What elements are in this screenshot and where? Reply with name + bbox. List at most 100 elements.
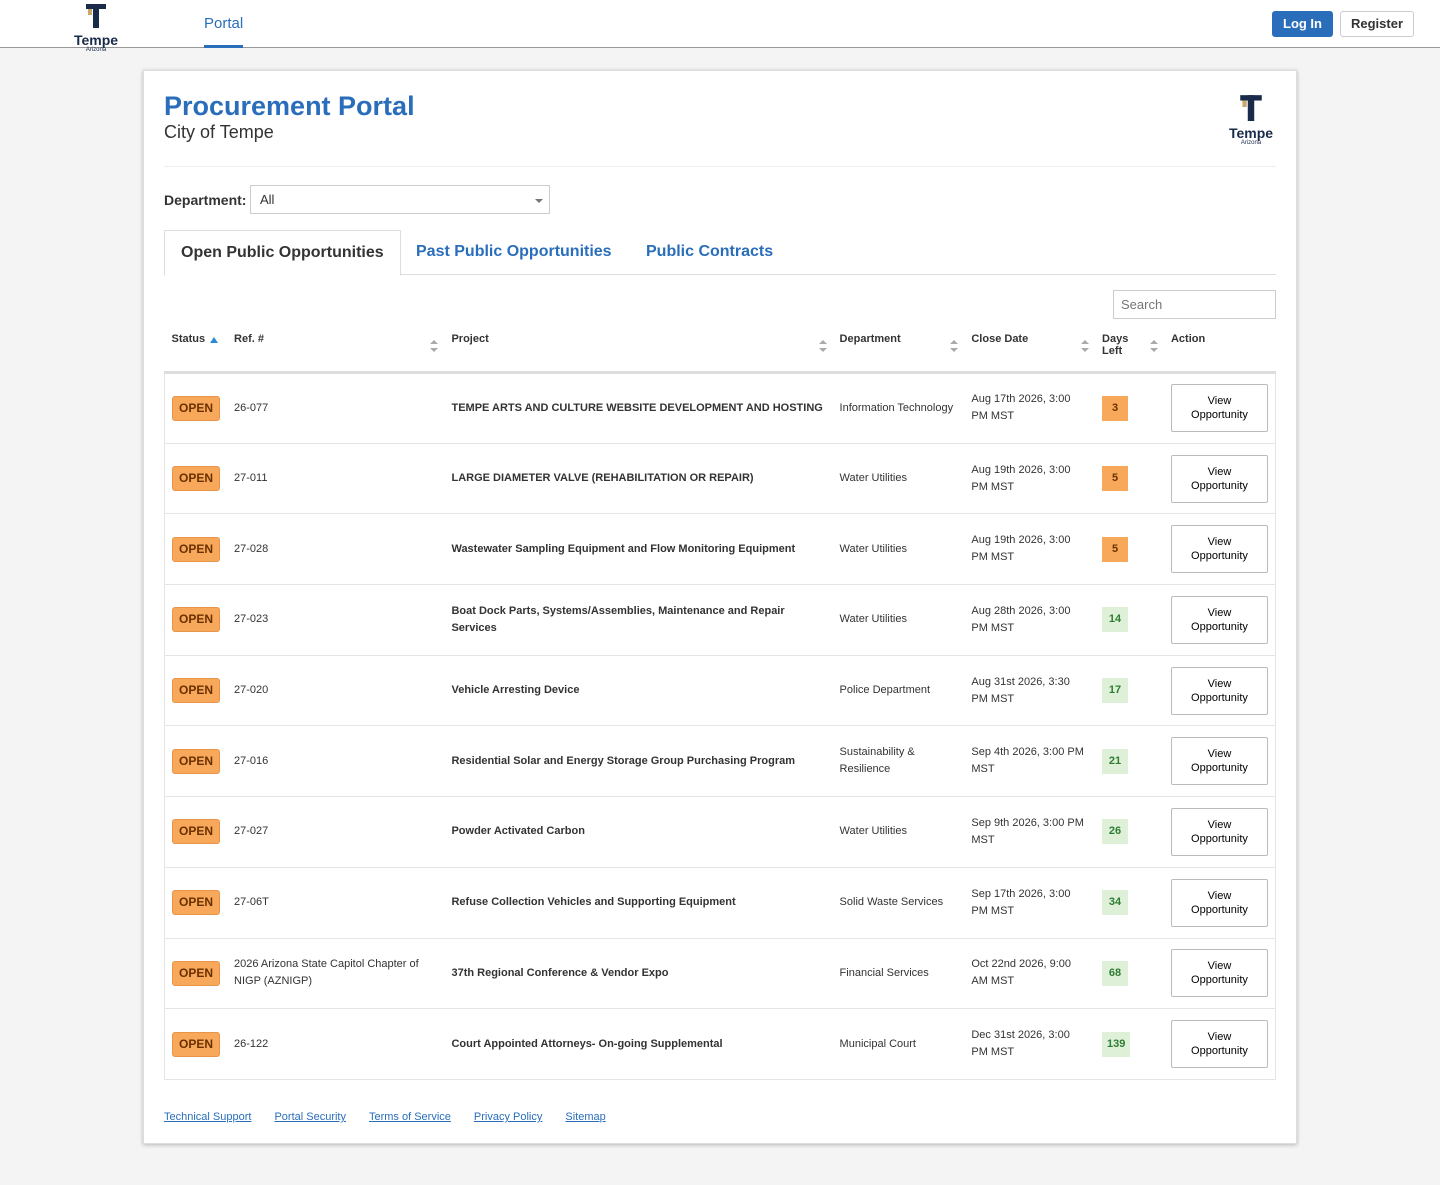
- cell: OPEN: [164, 938, 228, 1010]
- logo-sub: Arizona: [1240, 140, 1262, 146]
- status-badge: OPEN: [172, 819, 221, 845]
- cell: 27-06T: [227, 867, 445, 939]
- cell-text: Sep 17th 2026, 3:00 PM MST: [971, 887, 1071, 917]
- column-header[interactable]: Department: [832, 326, 965, 374]
- column-header[interactable]: Close Date: [964, 326, 1096, 374]
- cell: View Opportunity: [1163, 725, 1276, 798]
- cell: View Opportunity: [1163, 584, 1276, 656]
- project-name: Residential Solar and Energy Storage Gro…: [451, 754, 795, 767]
- table-row: OPEN 27-011 LARGE DIAMETER VALVE (REHABILI…: [164, 443, 1276, 515]
- cell: Oct 22nd 2026, 9:00 AM MST: [964, 938, 1096, 1010]
- column-header[interactable]: Project: [444, 326, 833, 374]
- cell: 68: [1095, 938, 1164, 1010]
- view-opportunity-button[interactable]: View Opportunity: [1170, 525, 1268, 574]
- cell: Court Appointed Attorneys- On-going Supp…: [444, 1008, 833, 1080]
- login-button[interactable]: Log In: [1272, 11, 1333, 37]
- status-badge: OPEN: [172, 536, 221, 562]
- table-body: OPEN 26-077 TEMPE ARTS AND CULTURE WEBSITE…: [164, 372, 1276, 1080]
- view-opportunity-button[interactable]: View Opportunity: [1170, 807, 1268, 856]
- column-header[interactable]: Ref. #: [227, 326, 445, 374]
- cell: Wastewater Sampling Equipment and Flow M…: [444, 513, 833, 586]
- cell: View Opportunity: [1163, 372, 1276, 444]
- cell: OPEN: [164, 867, 228, 939]
- cell: OPEN: [164, 796, 228, 868]
- column-header[interactable]: Days Left: [1095, 326, 1164, 374]
- column-label: Close Date: [971, 333, 1029, 345]
- cell: OPEN: [164, 655, 228, 727]
- nav-logo[interactable]: Tempe Arizona: [70, 2, 122, 53]
- cell: 5: [1095, 443, 1164, 515]
- cell: Sep 9th 2026, 3:00 PM MST: [964, 796, 1096, 868]
- cell: Aug 19th 2026, 3:00 PM MST: [964, 443, 1096, 515]
- tab[interactable]: Public Contracts: [646, 243, 774, 260]
- cell: Water Utilities: [832, 796, 965, 868]
- tab[interactable]: Open Public Opportunities: [164, 230, 401, 276]
- table-row: OPEN 27-020 Vehicle Arresting Device Police…: [164, 655, 1276, 727]
- sort-asc-icon: [210, 337, 219, 343]
- view-opportunity-button[interactable]: View Opportunity: [1170, 1020, 1268, 1069]
- cell: Water Utilities: [832, 513, 965, 586]
- search-input[interactable]: [1113, 290, 1276, 319]
- cell: Dec 31st 2026, 3:00 PM MST: [964, 1008, 1096, 1080]
- cell: 26-122: [227, 1008, 445, 1080]
- footer-link[interactable]: Technical Support: [164, 1111, 252, 1123]
- cell: View Opportunity: [1163, 443, 1276, 515]
- cell: 14: [1095, 584, 1164, 656]
- view-opportunity-button[interactable]: View Opportunity: [1170, 454, 1268, 503]
- cell: OPEN: [164, 584, 228, 656]
- days-left-badge: 3: [1102, 395, 1129, 421]
- column-header[interactable]: Status: [164, 326, 228, 374]
- sort-icon: [1149, 340, 1158, 354]
- cell: LARGE DIAMETER VALVE (REHABILITATION OR …: [444, 443, 833, 515]
- nav-tab[interactable]: Portal: [204, 15, 244, 48]
- logo-name: Tempe: [1228, 125, 1274, 141]
- footer-link[interactable]: Privacy Policy: [473, 1111, 543, 1123]
- department-select[interactable]: All: [250, 185, 550, 214]
- cell: View Opportunity: [1163, 513, 1276, 586]
- table-row: OPEN 26-077 TEMPE ARTS AND CULTURE WEBSITE…: [164, 372, 1276, 444]
- cell-text: Information Technology: [839, 401, 954, 414]
- view-opportunity-button[interactable]: View Opportunity: [1170, 949, 1268, 998]
- column-header: Action: [1163, 326, 1276, 374]
- view-opportunity-button[interactable]: View Opportunity: [1170, 666, 1268, 715]
- cell: 27-027: [227, 796, 445, 868]
- status-badge: OPEN: [172, 607, 221, 633]
- cell: 5: [1095, 513, 1164, 586]
- project-name: Boat Dock Parts, Systems/Assemblies, Mai…: [451, 604, 785, 634]
- cell: View Opportunity: [1163, 867, 1276, 939]
- cell: Water Utilities: [832, 584, 965, 656]
- cell: 27-016: [227, 725, 445, 798]
- cell: OPEN: [164, 513, 228, 586]
- column-label: Project: [451, 333, 489, 345]
- table-row: OPEN 27-023 Boat Dock Parts, Systems/Assem…: [164, 584, 1276, 656]
- project-name: TEMPE ARTS AND CULTURE WEBSITE DEVELOPME…: [451, 401, 823, 414]
- tab[interactable]: Past Public Opportunities: [416, 243, 612, 260]
- filter-label: Department:: [164, 192, 247, 208]
- cell-text: Financial Services: [839, 966, 929, 979]
- project-name: Wastewater Sampling Equipment and Flow M…: [451, 542, 796, 555]
- cell: Aug 31st 2026, 3:30 PM MST: [964, 655, 1096, 727]
- view-opportunity-button[interactable]: View Opportunity: [1170, 878, 1268, 927]
- view-opportunity-button[interactable]: View Opportunity: [1170, 595, 1268, 644]
- register-button[interactable]: Register: [1340, 11, 1415, 37]
- view-opportunity-button[interactable]: View Opportunity: [1170, 384, 1268, 433]
- sort-icon: [950, 340, 959, 354]
- footer-link[interactable]: Sitemap: [565, 1111, 606, 1123]
- cell: Powder Activated Carbon: [444, 796, 833, 868]
- cell: Aug 28th 2026, 3:00 PM MST: [964, 584, 1096, 656]
- footer-link[interactable]: Terms of Service: [368, 1111, 451, 1123]
- table-row: OPEN 26-122 Court Appointed Attorneys- On-…: [164, 1008, 1276, 1080]
- cell: 21: [1095, 725, 1164, 798]
- cell-text: Water Utilities: [839, 542, 907, 555]
- cell: Police Department: [832, 655, 965, 727]
- view-opportunity-button[interactable]: View Opportunity: [1170, 737, 1268, 786]
- cell: 2026 Arizona State Capitol Chapter of NI…: [227, 938, 445, 1010]
- footer-link[interactable]: Portal Security: [274, 1111, 346, 1123]
- days-left-badge: 21: [1102, 748, 1129, 774]
- cell-text: Sep 4th 2026, 3:00 PM MST: [971, 746, 1084, 776]
- logo-mark: [1240, 95, 1262, 121]
- cell: OPEN: [164, 725, 228, 798]
- cell: View Opportunity: [1163, 938, 1276, 1010]
- portal-card: Procurement Portal City of Tempe Tempe A…: [143, 70, 1297, 1144]
